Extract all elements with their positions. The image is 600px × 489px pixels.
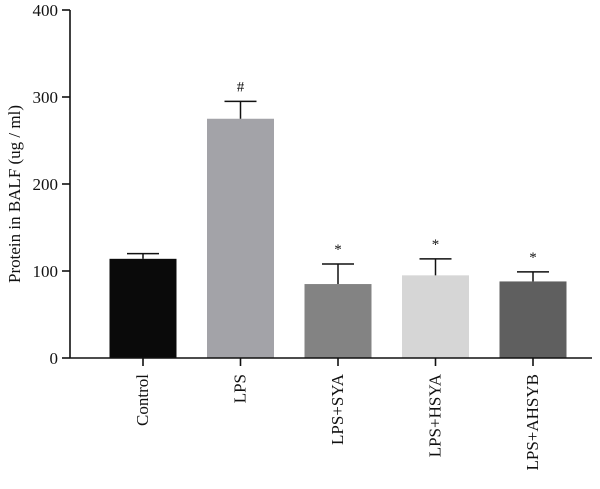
x-tick-label: LPS+SYA xyxy=(328,373,347,445)
y-tick-label: 100 xyxy=(33,262,59,281)
significance-marker: * xyxy=(432,237,440,253)
x-tick-label: LPS xyxy=(231,374,250,403)
y-axis: 0 100 200 300 400 xyxy=(33,1,71,368)
significance-marker: # xyxy=(237,79,245,95)
y-tick-label: 300 xyxy=(33,88,59,107)
bar xyxy=(499,281,567,358)
bar xyxy=(207,118,274,358)
bar xyxy=(304,284,372,358)
x-tick-label: Control xyxy=(133,374,152,426)
bar xyxy=(109,258,177,358)
bar xyxy=(402,275,469,358)
significance-marker: * xyxy=(529,250,537,266)
y-tick-label: 400 xyxy=(33,1,59,20)
y-tick-label: 200 xyxy=(33,175,59,194)
significance-marker: * xyxy=(334,242,342,258)
y-tick-label: 0 xyxy=(50,349,59,368)
x-tick-label: LPS+AHSYB xyxy=(523,374,542,471)
bars-group: # * * * xyxy=(109,79,567,358)
x-axis: Control LPS LPS+SYA LPS+HSYA LPS+AHSYB xyxy=(70,357,592,471)
y-axis-title: Protein in BALF (ug / ml) xyxy=(5,105,24,283)
x-tick-label: LPS+HSYA xyxy=(426,373,445,457)
